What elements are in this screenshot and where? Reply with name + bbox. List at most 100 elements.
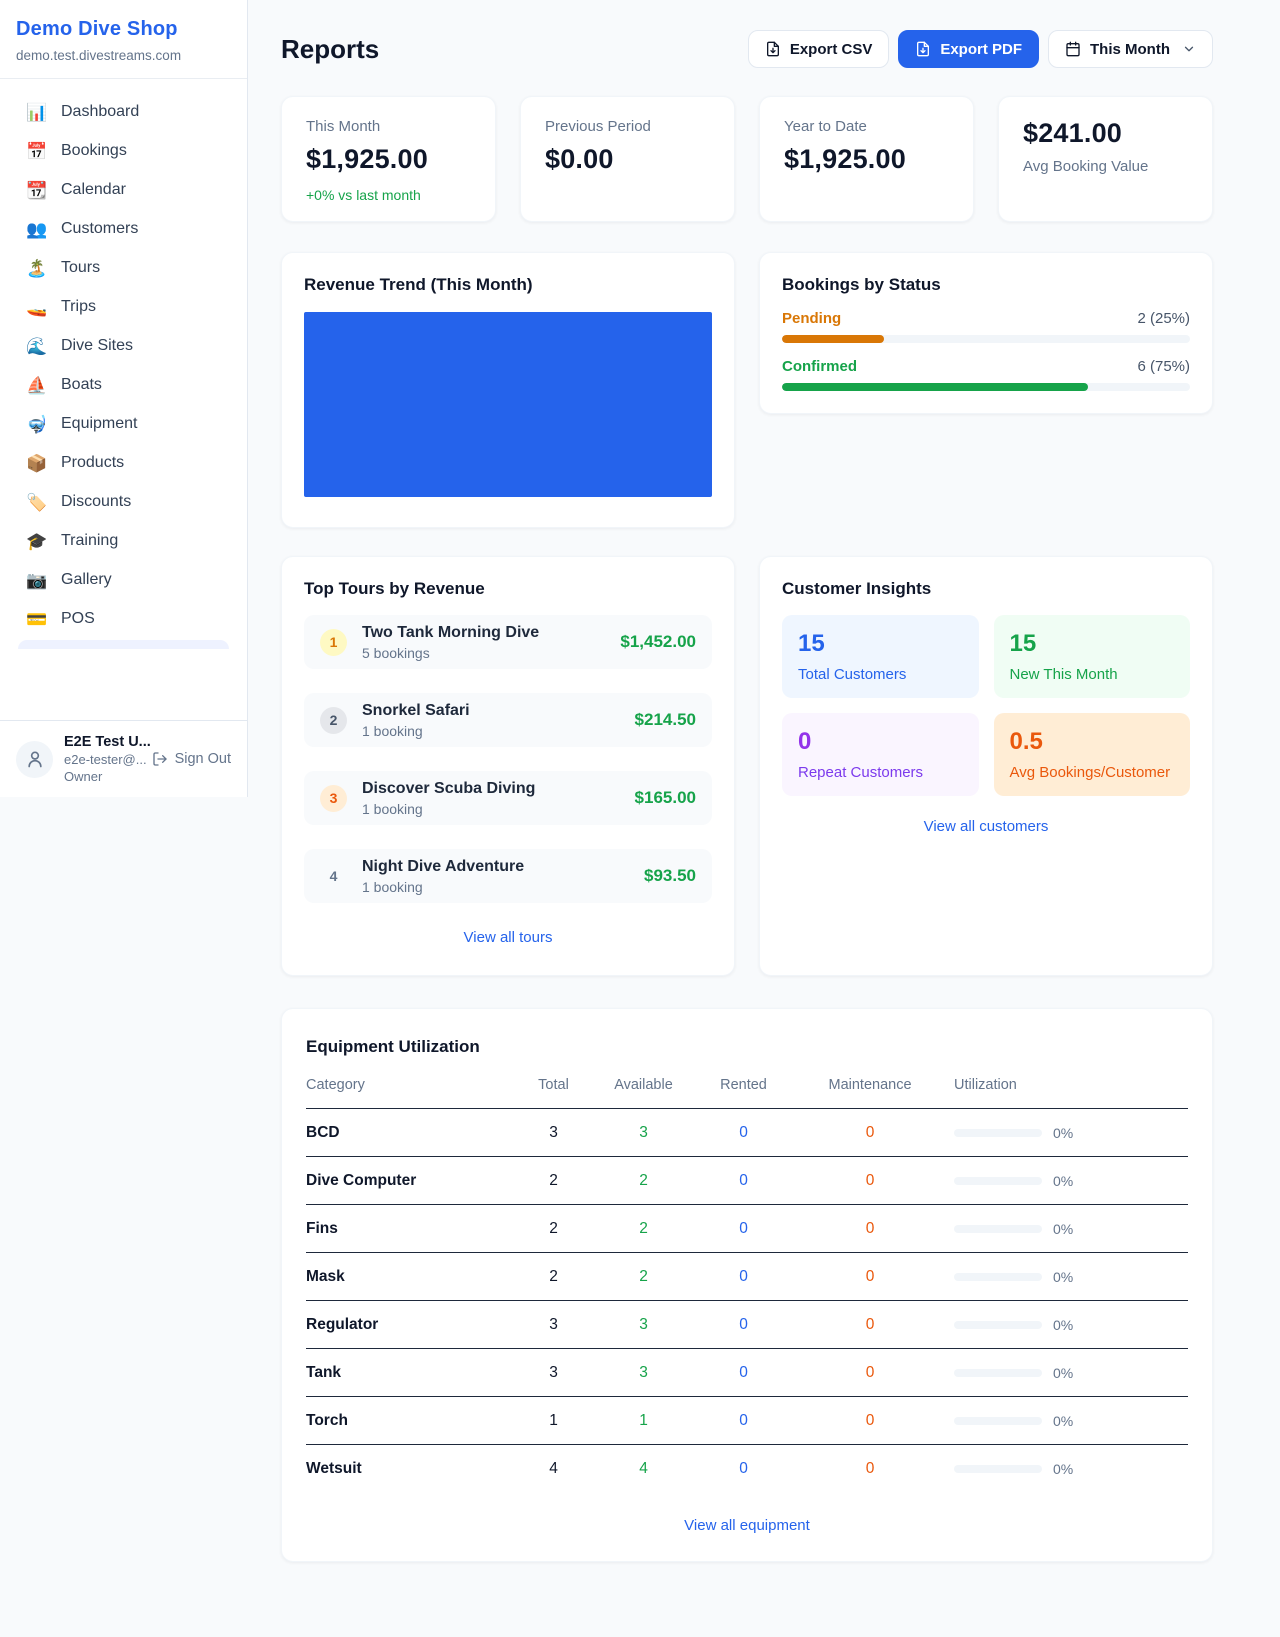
rank-badge: 4: [329, 868, 338, 884]
sidebar-item-label: Boats: [61, 376, 102, 393]
insights-row: Top Tours by Revenue 1 Two Tank Morning …: [281, 556, 1213, 976]
tour-bookings: 1 booking: [362, 722, 423, 739]
col-category: Category: [306, 1077, 365, 1093]
chevron-down-icon: [1184, 46, 1194, 52]
col-utilization: Utilization: [954, 1077, 1017, 1093]
sidebar-item-label: Dashboard: [61, 103, 140, 120]
user-role: Owner: [64, 769, 103, 784]
status-count: 2 (25%): [1137, 310, 1190, 327]
tour-revenue: $165.00: [634, 788, 696, 807]
sign-out-label: Sign Out: [174, 751, 231, 767]
revenue-trend-chart: [304, 312, 712, 497]
stat-card-this-month: This Month $1,925.00 +0% vs last month: [281, 96, 496, 222]
sidebar-item-label: Tours: [61, 259, 101, 276]
status-row-confirmed: Confirmed 6 (75%): [782, 358, 1190, 391]
utilization-bar: [954, 1320, 1042, 1329]
sidebar-item-calendar[interactable]: 📆 Calendar: [8, 171, 239, 209]
view-all-equipment-link[interactable]: View all equipment: [684, 1517, 810, 1534]
cell-available: 3: [639, 1363, 648, 1381]
tour-row: 4 Night Dive Adventure 1 booking $93.50: [304, 849, 712, 903]
sidebar-item-label: Equipment: [61, 415, 138, 432]
sidebar-item-dashboard[interactable]: 📊 Dashboard: [8, 93, 239, 131]
insight-label: Total Customers: [798, 666, 907, 683]
utilization-bar: [954, 1416, 1042, 1425]
sidebar-item-products[interactable]: 📦 Products: [8, 444, 239, 482]
cell-total: 3: [549, 1363, 558, 1381]
insight-label: New This Month: [1009, 666, 1118, 683]
panel-title: Bookings by Status: [782, 275, 941, 294]
sidebar-item-label: Products: [61, 454, 125, 471]
stats-row: This Month $1,925.00 +0% vs last month P…: [281, 96, 1213, 222]
view-all-tours-link[interactable]: View all tours: [463, 929, 553, 946]
speedboat-icon: 🚤: [26, 297, 48, 317]
cell-maintenance: 0: [865, 1411, 875, 1429]
cell-rented: 0: [739, 1267, 748, 1285]
equipment-utilization-panel: Equipment Utilization Category Total Ava…: [281, 1008, 1213, 1562]
cell-available: 3: [639, 1315, 648, 1333]
top-tours-panel: Top Tours by Revenue 1 Two Tank Morning …: [281, 556, 735, 976]
tour-row: 2 Snorkel Safari 1 booking $214.50: [304, 693, 712, 747]
package-icon: 📦: [26, 453, 48, 473]
sidebar-item-equipment[interactable]: 🤿 Equipment: [8, 405, 239, 443]
sidebar-item-tours[interactable]: 🏝️ Tours: [8, 249, 239, 287]
panel-title: Equipment Utilization: [306, 1037, 480, 1056]
sidebar-item-trips[interactable]: 🚤 Trips: [8, 288, 239, 326]
sidebar-item-dive-sites[interactable]: 🌊 Dive Sites: [8, 327, 239, 365]
stat-label: Previous Period: [545, 118, 651, 135]
status-label: Confirmed: [782, 358, 857, 375]
utilization-percent: 0%: [1053, 1412, 1074, 1429]
camera-icon: 📷: [26, 570, 48, 590]
cell-category: Torch: [306, 1411, 348, 1429]
cell-rented: 0: [739, 1363, 748, 1381]
credit-card-icon: 💳: [26, 609, 48, 629]
table-row: BCD 3 3 0 0 0%: [306, 1109, 1188, 1157]
stat-value: $1,925.00: [306, 144, 428, 174]
user-info: E2E Test U... e2e-tester@... Owner: [64, 734, 151, 784]
cell-rented: 0: [739, 1219, 748, 1237]
tour-name: Two Tank Morning Dive: [362, 623, 540, 641]
col-maintenance: Maintenance: [828, 1077, 912, 1093]
brand[interactable]: Demo Dive Shop demo.test.divestreams.com: [0, 0, 247, 79]
sidebar-item-pos[interactable]: 💳 POS: [8, 600, 239, 638]
utilization-percent: 0%: [1053, 1364, 1074, 1381]
export-csv-button[interactable]: Export CSV: [747, 30, 890, 68]
view-all-customers-link[interactable]: View all customers: [923, 818, 1049, 835]
cell-maintenance: 0: [865, 1460, 875, 1477]
period-dropdown[interactable]: This Month: [1048, 30, 1213, 68]
sidebar-nav: 📊 Dashboard 📅 Bookings 📆 Calendar 👥 Cust…: [0, 79, 247, 720]
cell-maintenance: 0: [865, 1267, 875, 1285]
tour-revenue: $214.50: [634, 710, 696, 729]
sidebar-item-training[interactable]: 🎓 Training: [8, 522, 239, 560]
stat-value: $1,925.00: [784, 144, 906, 174]
sidebar-item-gallery[interactable]: 📷 Gallery: [8, 561, 239, 599]
utilization-bar: [954, 1272, 1042, 1281]
cell-rented: 0: [739, 1171, 748, 1189]
progress-bar-fill: [782, 383, 1088, 391]
table-row: Mask 2 2 0 0 0%: [306, 1253, 1188, 1301]
sidebar-item-label: Customers: [61, 220, 139, 237]
cell-total: 3: [549, 1123, 558, 1141]
cell-rented: 0: [739, 1460, 748, 1477]
file-download-icon: [766, 41, 779, 57]
cell-total: 2: [549, 1267, 558, 1285]
sidebar-item-label: Dive Sites: [61, 337, 134, 354]
status-count: 6 (75%): [1137, 358, 1190, 375]
utilization-percent: 0%: [1053, 1172, 1074, 1189]
sidebar-item-bookings[interactable]: 📅 Bookings: [8, 132, 239, 170]
rank-badge: 1: [320, 628, 347, 656]
sidebar-item-reports-partial[interactable]: [18, 640, 229, 649]
export-pdf-button[interactable]: Export PDF: [898, 30, 1040, 68]
bar-chart-icon: 📊: [26, 102, 48, 122]
people-icon: 👥: [26, 219, 48, 239]
sidebar-item-customers[interactable]: 👥 Customers: [8, 210, 239, 248]
page-title: Reports: [281, 33, 380, 64]
sidebar-item-discounts[interactable]: 🏷️ Discounts: [8, 483, 239, 521]
cell-total: 3: [549, 1315, 558, 1333]
export-pdf-label: Export PDF: [940, 40, 1023, 58]
charts-row: Revenue Trend (This Month) Bookings by S…: [281, 252, 1213, 528]
sign-out-button[interactable]: Sign Out: [152, 751, 231, 767]
sidebar-item-label: Training: [61, 532, 119, 549]
insight-value: 15: [1009, 630, 1037, 657]
sidebar-item-boats[interactable]: ⛵ Boats: [8, 366, 239, 404]
stat-label: Avg Booking Value: [1023, 158, 1149, 175]
